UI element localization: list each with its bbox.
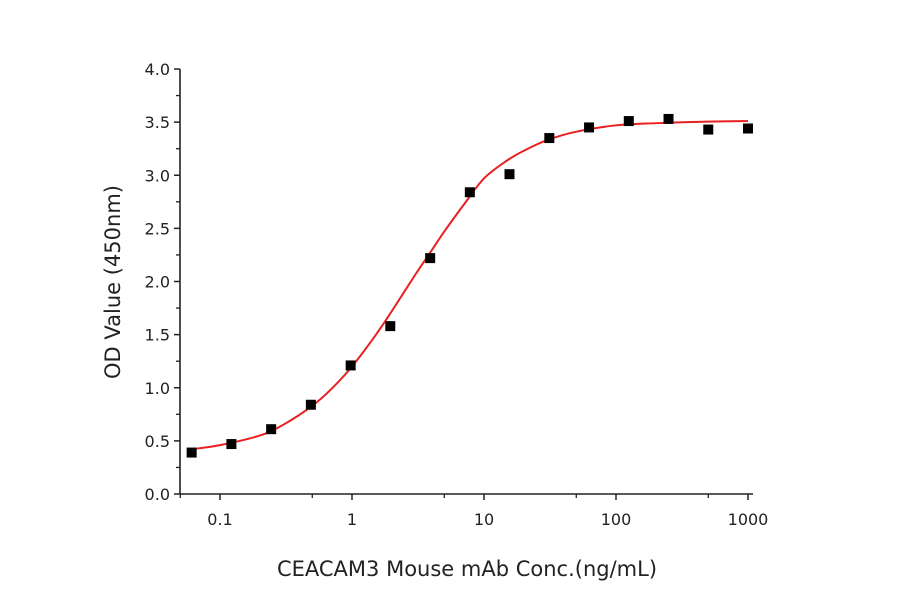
data-point (623, 116, 634, 127)
x-tick-label: 1000 (728, 510, 769, 529)
data-point (504, 169, 515, 180)
data-points-group (186, 113, 753, 458)
data-point (743, 123, 753, 134)
data-point (385, 321, 396, 332)
y-tick-label: 0.5 (145, 432, 170, 451)
ticks: 0.0 0.5 1.0 1.5 2.0 2.5 3.0 3.5 4.0 0.1 1 10 100 1000 (145, 60, 769, 529)
y-tick-label: 3.5 (145, 113, 170, 132)
x-tick-label: 10 (474, 510, 494, 529)
data-point (663, 113, 674, 124)
y-axis-label: OD Value (450nm) (101, 185, 125, 379)
data-point (425, 253, 436, 264)
y-tick-label: 2.5 (145, 219, 170, 238)
x-tick-label: 0.1 (207, 510, 232, 529)
data-point (266, 424, 277, 435)
data-point (584, 122, 595, 133)
y-tick-label: 4.0 (145, 60, 170, 79)
x-tick-label: 100 (601, 510, 632, 529)
data-point (305, 399, 316, 410)
data-point (544, 133, 555, 144)
y-tick-label: 1.5 (145, 326, 170, 345)
y-tick-label: 1.0 (145, 379, 170, 398)
axes (179, 69, 753, 495)
y-tick-label: 3.0 (145, 166, 170, 185)
data-point (464, 187, 475, 198)
data-point (186, 447, 197, 458)
y-tick-label: 0.0 (145, 485, 170, 504)
y-tick-label: 2.0 (145, 273, 170, 292)
x-tick-label: 1 (347, 510, 357, 529)
fit-curve-group (190, 120, 749, 451)
data-point (345, 360, 356, 371)
data-point (226, 439, 237, 450)
fit-curve (190, 120, 749, 451)
data-point (703, 124, 714, 135)
x-axis-label: CEACAM3 Mouse mAb Conc.(ng/mL) (277, 557, 657, 581)
